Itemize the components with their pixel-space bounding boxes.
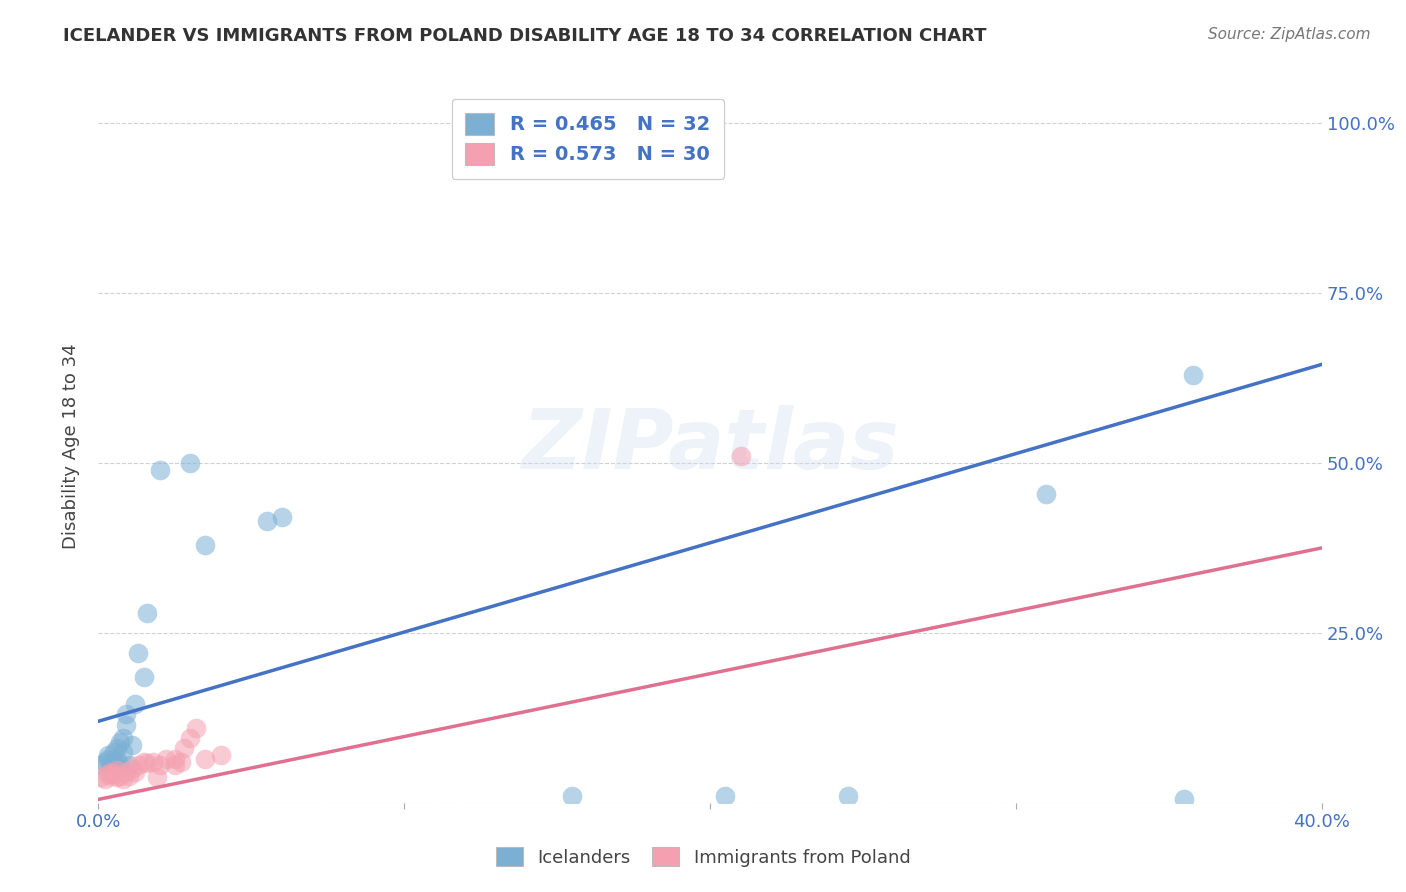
Point [730,449,752,463]
Point [209,748,232,763]
Point [134,670,156,684]
Point [121,762,143,776]
Point [111,745,134,759]
Point [118,758,141,772]
Point [121,738,143,752]
Point [256,514,278,528]
Point [1035,486,1057,500]
Point [118,769,141,783]
Point [127,646,149,660]
Point [97,748,120,763]
Point [103,755,125,769]
Point [97,751,120,765]
Point [194,537,217,551]
Point [142,755,165,769]
Point [136,756,159,771]
Point [134,755,156,769]
Point [163,758,186,772]
Point [103,745,125,759]
Point [270,510,292,524]
Point [149,463,172,477]
Point [127,758,149,772]
Point [115,717,138,731]
Text: Source: ZipAtlas.com: Source: ZipAtlas.com [1208,27,1371,42]
Point [115,765,138,780]
Point [561,789,583,803]
Point [124,765,146,780]
Point [1173,792,1195,806]
Point [105,751,128,765]
Point [93,755,115,769]
Point [179,456,201,470]
Point [149,758,172,772]
Point [90,758,112,772]
Point [108,734,131,748]
Text: ZIPatlas: ZIPatlas [522,406,898,486]
Legend: Icelanders, Immigrants from Poland: Icelanders, Immigrants from Poland [488,840,918,874]
Point [105,741,128,756]
Point [105,770,128,784]
Point [111,731,134,746]
Point [136,606,159,620]
Point [194,751,217,765]
Point [124,698,146,712]
Point [163,751,186,765]
Point [108,758,131,772]
Point [155,751,177,765]
Point [100,756,122,771]
Point [111,772,134,786]
Point [173,741,195,756]
Point [145,770,167,784]
Point [97,767,120,781]
Point [714,789,737,803]
Text: ICELANDER VS IMMIGRANTS FROM POLAND DISABILITY AGE 18 TO 34 CORRELATION CHART: ICELANDER VS IMMIGRANTS FROM POLAND DISA… [63,27,987,45]
Point [100,769,122,783]
Point [100,765,122,780]
Point [1182,368,1205,382]
Point [105,763,128,777]
Y-axis label: Disability Age 18 to 34: Disability Age 18 to 34 [62,343,80,549]
Point [93,772,115,786]
Point [103,767,125,781]
Legend: R = 0.465   N = 32, R = 0.573   N = 30: R = 0.465 N = 32, R = 0.573 N = 30 [451,99,724,178]
Point [90,770,112,784]
Point [108,769,131,783]
Point [170,755,193,769]
Point [186,721,208,735]
Point [115,707,138,722]
Point [837,789,859,803]
Point [179,731,201,746]
